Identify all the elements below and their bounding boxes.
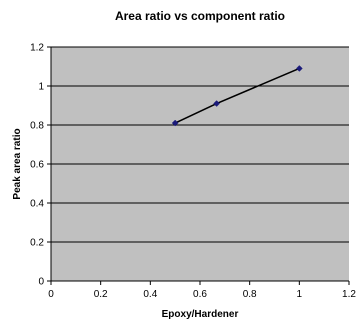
x-tick-label: 1 (297, 289, 303, 300)
y-tick-label: 1.2 (30, 43, 44, 54)
x-tick-label: 0.8 (243, 289, 257, 300)
x-tick-label: 0.6 (193, 289, 207, 300)
y-tick-label: 0.2 (30, 238, 44, 249)
data-point (213, 100, 220, 107)
x-tick-label: 0.2 (94, 289, 108, 300)
x-tick-label: 1.2 (342, 289, 356, 300)
x-tick-label: 0 (48, 289, 54, 300)
data-point (171, 119, 179, 127)
y-tick-label: 0.8 (30, 121, 44, 132)
series-layer (171, 65, 303, 127)
y-tick-label: 0 (38, 277, 44, 288)
data-point (295, 65, 303, 72)
y-tick-label: 0.4 (30, 199, 44, 210)
y-axis-ticks: 0 0.2 0.4 0.6 0.8 1 1.2 (30, 43, 51, 288)
x-axis-ticks: 0 0.2 0.4 0.6 0.8 1 1.2 (48, 281, 356, 300)
chart-title: Area ratio vs component ratio (115, 9, 285, 23)
y-tick-label: 0.6 (30, 160, 44, 171)
y-axis-title: Peak area ratio (12, 128, 23, 199)
x-tick-label: 0.4 (143, 289, 157, 300)
y-tick-label: 1 (38, 82, 44, 93)
x-axis-title: Epoxy/Hardener (162, 309, 239, 320)
